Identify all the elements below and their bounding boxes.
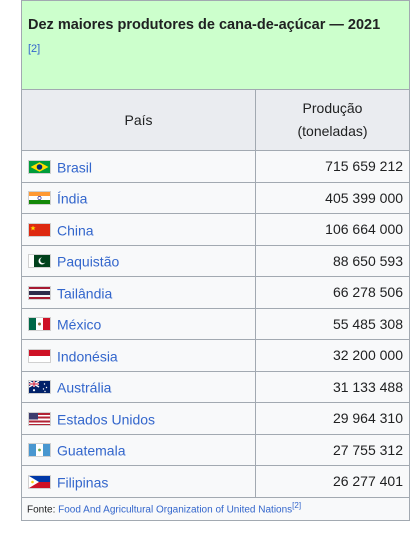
pakistan-flag-icon: [28, 254, 51, 268]
table-row: Filipinas 26 277 401: [22, 466, 410, 498]
source-link[interactable]: Food And Agricultural Organization of Un…: [58, 505, 292, 516]
guatemala-flag-icon: [28, 443, 51, 457]
table-row: Guatemala 27 755 312: [22, 434, 410, 466]
column-header-country-label: País: [124, 112, 152, 128]
country-cell: Austrália: [22, 371, 256, 403]
production-value: 31 133 488: [256, 371, 410, 403]
production-value: 88 650 593: [256, 245, 410, 277]
country-link[interactable]: Brasil: [57, 159, 92, 175]
column-header-production-label: Produção: [303, 100, 363, 116]
australia-flag-icon: [28, 380, 51, 394]
country-cell: China: [22, 214, 256, 246]
table-row: Estados Unidos 29 964 310: [22, 403, 410, 435]
usa-flag-icon: [28, 412, 51, 426]
table-row: Austrália 31 133 488: [22, 371, 410, 403]
country-link[interactable]: Estados Unidos: [57, 411, 155, 427]
country-cell: Índia: [22, 182, 256, 214]
producers-table-container: Dez maiores produtores de cana-de-açúcar…: [21, 0, 409, 521]
table-row: México 55 485 308: [22, 308, 410, 340]
table-title: Dez maiores produtores de cana-de-açúcar…: [22, 1, 409, 33]
production-value: 32 200 000: [256, 340, 410, 372]
column-header-production[interactable]: Produção (toneladas): [256, 90, 410, 151]
country-cell: Tailândia: [22, 277, 256, 309]
country-cell: México: [22, 308, 256, 340]
india-flag-icon: [28, 191, 51, 205]
table-row: Paquistão 88 650 593: [22, 245, 410, 277]
column-header-production-unit: (toneladas): [297, 123, 367, 139]
source-prefix: Fonte:: [27, 505, 58, 516]
country-link[interactable]: Tailândia: [57, 285, 112, 301]
production-value: 715 659 212: [256, 151, 410, 183]
brazil-flag-icon: [28, 160, 51, 174]
production-value: 27 755 312: [256, 434, 410, 466]
indonesia-flag-icon: [28, 349, 51, 363]
production-value: 29 964 310: [256, 403, 410, 435]
production-value: 405 399 000: [256, 182, 410, 214]
country-cell: Indonésia: [22, 340, 256, 372]
country-link[interactable]: Austrália: [57, 379, 111, 395]
table-row: China 106 664 000: [22, 214, 410, 246]
china-flag-icon: [28, 223, 51, 237]
caption-reference-link[interactable]: [2]: [22, 33, 409, 55]
table-row: Indonésia 32 200 000: [22, 340, 410, 372]
country-link[interactable]: México: [57, 316, 101, 332]
table-row: Índia 405 399 000: [22, 182, 410, 214]
country-link[interactable]: Índia: [57, 190, 87, 206]
source-reference-link[interactable]: [2]: [292, 501, 301, 510]
country-link[interactable]: Filipinas: [57, 474, 108, 490]
thailand-flag-icon: [28, 286, 51, 300]
table-row: Tailândia 66 278 506: [22, 277, 410, 309]
mexico-flag-icon: [28, 317, 51, 331]
country-cell: Estados Unidos: [22, 403, 256, 435]
country-cell: Paquistão: [22, 245, 256, 277]
country-link[interactable]: China: [57, 222, 94, 238]
table-footer: Fonte: Food And Agricultural Organizatio…: [22, 497, 410, 520]
production-value: 26 277 401: [256, 466, 410, 498]
column-header-country[interactable]: País: [22, 90, 256, 151]
production-value: 66 278 506: [256, 277, 410, 309]
country-cell: Brasil: [22, 151, 256, 183]
country-link[interactable]: Guatemala: [57, 442, 125, 458]
production-value: 106 664 000: [256, 214, 410, 246]
country-link[interactable]: Indonésia: [57, 348, 118, 364]
country-cell: Guatemala: [22, 434, 256, 466]
table-row: Brasil 715 659 212: [22, 151, 410, 183]
country-link[interactable]: Paquistão: [57, 253, 119, 269]
table-caption: Dez maiores produtores de cana-de-açúcar…: [22, 1, 410, 90]
country-cell: Filipinas: [22, 466, 256, 498]
producers-table: Dez maiores produtores de cana-de-açúcar…: [21, 0, 410, 521]
philippines-flag-icon: [28, 475, 51, 489]
production-value: 55 485 308: [256, 308, 410, 340]
